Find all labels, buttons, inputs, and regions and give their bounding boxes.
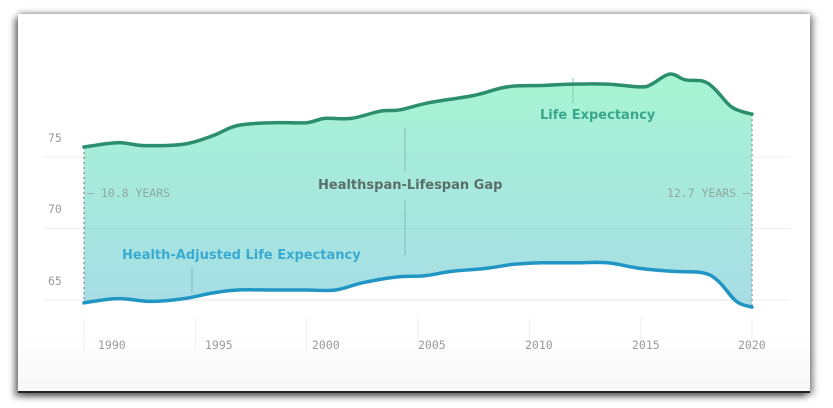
healthspan-gap-area <box>84 74 752 308</box>
gap-end-label: 12.7 YEARS — <box>667 186 750 200</box>
life-expectancy-label: Life Expectancy <box>540 108 656 123</box>
x-tick-label: 2000 <box>312 338 340 352</box>
x-tick-label: 2005 <box>418 338 446 352</box>
x-tick-label: 2010 <box>525 338 553 352</box>
healthspan-gap-label: Healthspan-Lifespan Gap <box>318 178 502 193</box>
x-tick-label: 2020 <box>738 338 766 352</box>
x-tick-label: 1995 <box>205 338 233 352</box>
gap-start-label: — 10.8 YEARS <box>87 186 170 200</box>
y-tick-label: 75 <box>48 131 62 145</box>
x-grid-lines <box>83 318 753 350</box>
y-tick-label: 65 <box>48 274 62 288</box>
x-tick-label: 1990 <box>98 338 126 352</box>
x-tick-label: 2015 <box>632 338 660 352</box>
gap-grid-lines <box>84 156 752 301</box>
y-tick-label: 70 <box>48 202 62 216</box>
life-expectancy-line <box>82 72 754 149</box>
x-axis-ticks: 1990 1995 2000 2005 2010 2015 2020 <box>98 338 766 352</box>
hale-line <box>82 260 754 309</box>
y-axis-ticks: 75 70 65 <box>48 131 62 288</box>
hale-label: Health-Adjusted Life Expectancy <box>122 248 361 263</box>
